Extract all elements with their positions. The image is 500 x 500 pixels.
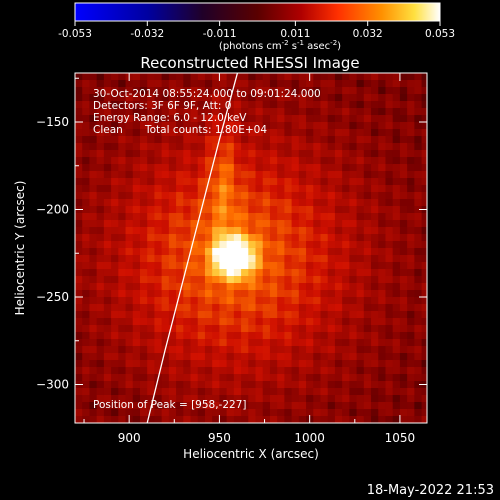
colorbar (74, 2, 441, 22)
annotation-detectors: Detectors: 3F 6F 9F, Att: 0 (93, 100, 231, 112)
annotation-energy: Energy Range: 6.0 - 12.0 keV (93, 112, 247, 124)
footer-timestamp: 18-May-2022 21:53 (367, 483, 494, 498)
y-tick-label: −250 (36, 290, 69, 304)
x-tick-label: 1000 (294, 431, 325, 445)
y-tick-label: −200 (36, 203, 69, 217)
colorbar-ticks: -0.053 -0.032 -0.011 0.011 0.032 0.053 (58, 21, 455, 40)
colorbar-unit-label: (photons cm-2 s-1 asec-2) (219, 39, 341, 52)
x-tick-label: 950 (208, 431, 231, 445)
colorbar-tick-label: -0.032 (130, 28, 164, 40)
y-tick-label: −150 (36, 115, 69, 129)
chart-title: Reconstructed RHESSI Image (140, 54, 359, 72)
annotation-method: Clean (93, 124, 123, 136)
annotation-block: 30-Oct-2014 08:55:24.000 to 09:01:24.000… (93, 88, 321, 411)
axis-ticks: 900 950 1000 1050 −150 −200 −250 −300 (36, 73, 427, 445)
colorbar-tick-label: 0.032 (353, 28, 383, 40)
x-tick-label: 1050 (385, 431, 416, 445)
plot-frame (74, 72, 428, 424)
annotation-counts: Total counts: 1.80E+04 (144, 124, 267, 136)
solar-limb-curve (146, 73, 239, 423)
y-tick-label: −300 (36, 378, 69, 392)
y-axis-label: Heliocentric Y (arcsec) (13, 181, 27, 316)
plot-area (75, 73, 427, 423)
colorbar-tick-label: -0.053 (58, 28, 92, 40)
heatmap-pixels (75, 73, 427, 423)
colorbar-tick-label: 0.053 (425, 28, 455, 40)
x-axis-label: Heliocentric X (arcsec) (183, 447, 319, 461)
annotation-time: 30-Oct-2014 08:55:24.000 to 09:01:24.000 (93, 88, 321, 100)
colorbar-tick-label: -0.011 (203, 28, 237, 40)
colorbar-tick-label: 0.011 (280, 28, 310, 40)
annotation-peak: Position of Peak = [958,-227] (93, 399, 247, 411)
x-tick-label: 900 (118, 431, 141, 445)
